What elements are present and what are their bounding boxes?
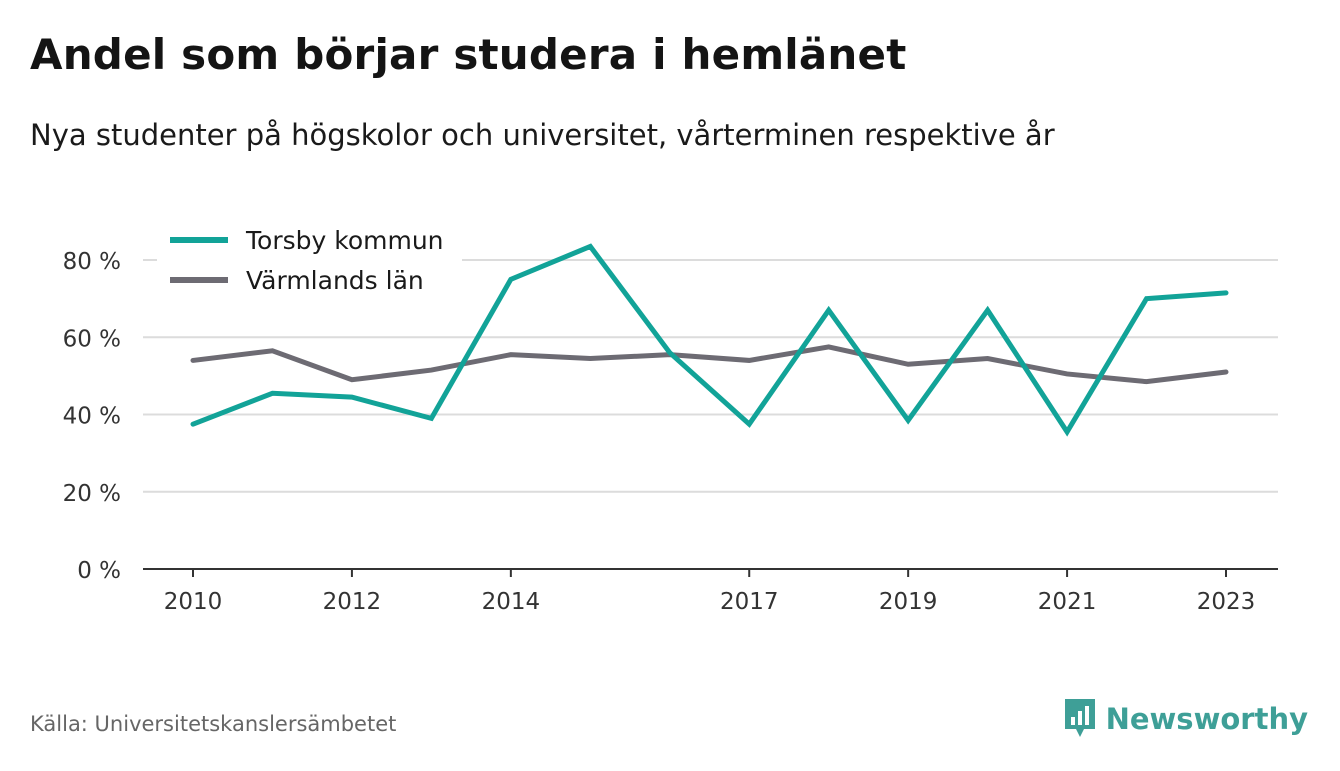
line-chart: 0 % 20 % 40 % 60 % 80 % 2010 2012 2014 2017 2019… <box>62 220 1278 615</box>
y-tick-label: 40 % <box>63 404 121 430</box>
y-tick-label: 60 % <box>63 326 121 352</box>
y-tick-label: 80 % <box>63 249 121 275</box>
brand-name: Newsworthy <box>1105 702 1308 736</box>
series-line-0 <box>190 243 1229 437</box>
newsworthy-logo-icon <box>1064 699 1095 737</box>
y-tick-label: 0 % <box>77 558 121 584</box>
legend-label-1: Värmlands län <box>246 266 424 295</box>
chart-title: Andel som börjar studera i hemlänet <box>30 30 907 79</box>
x-tick-label: 2014 <box>482 589 541 615</box>
x-tick-label: 2012 <box>323 589 382 615</box>
legend-background <box>157 220 462 302</box>
legend: Torsby kommun Värmlands län <box>157 220 462 302</box>
series-line-1 <box>190 344 1229 385</box>
x-tick-label: 2021 <box>1038 589 1097 615</box>
legend-label-0: Torsby kommun <box>245 226 444 255</box>
x-tick-label: 2023 <box>1197 589 1256 615</box>
x-axis: 2010 2012 2014 2017 2019 2021 2023 <box>143 568 1278 615</box>
y-axis-ticks: 0 % 20 % 40 % 60 % 80 % <box>63 249 121 584</box>
x-tick-label: 2017 <box>720 589 779 615</box>
source-note: Källa: Universitetskanslersämbetet <box>30 712 397 736</box>
x-tick-label: 2019 <box>879 589 938 615</box>
x-tick-label: 2010 <box>164 589 223 615</box>
brand-logo: Newsworthy <box>1062 697 1308 741</box>
y-tick-label: 20 % <box>63 481 121 507</box>
chart-subtitle: Nya studenter på högskolor och universit… <box>30 118 1055 152</box>
series-lines <box>190 243 1229 437</box>
